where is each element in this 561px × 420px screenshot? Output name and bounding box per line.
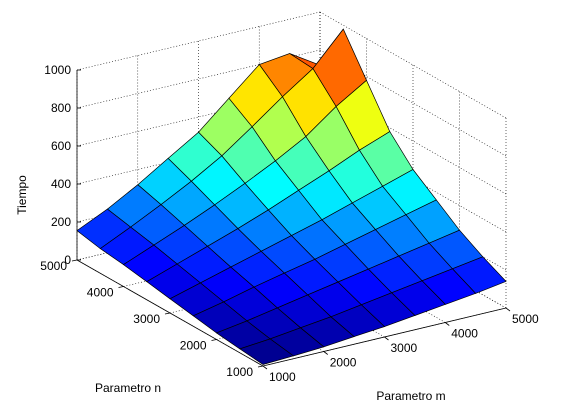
- tick-label: 800: [51, 101, 71, 115]
- tick-label: 0: [64, 253, 71, 267]
- tick-label: 600: [51, 139, 71, 153]
- tick-label: 2000: [180, 339, 207, 353]
- tick-label: 5000: [40, 259, 67, 273]
- surface-mesh: [76, 28, 507, 365]
- tick-label: 3000: [133, 312, 160, 326]
- tick-mark: [323, 351, 328, 355]
- tick-mark: [71, 259, 78, 262]
- tick-label: 4000: [87, 286, 114, 300]
- tick-mark: [384, 336, 389, 341]
- z-axis-label: Tiempo: [15, 175, 29, 215]
- tick-mark: [262, 365, 268, 370]
- tick-label: 4000: [451, 327, 478, 341]
- tick-mark: [257, 365, 264, 368]
- tick-label: 3000: [391, 341, 418, 355]
- tick-label: 1000: [226, 365, 253, 379]
- tick-label: 1000: [44, 63, 71, 77]
- tick-mark: [118, 286, 124, 288]
- tick-label: 2000: [330, 356, 357, 370]
- tick-mark: [445, 322, 450, 326]
- tick-label: 1000: [269, 370, 296, 384]
- tick-labels: 0 200 400 600 800 1000 1000 2000 3000 4000 5000 100…: [40, 63, 539, 384]
- tick-mark: [505, 307, 511, 312]
- x-axis-label: Parametro m: [376, 389, 445, 403]
- tick-label: 5000: [512, 312, 539, 326]
- tick-label: 400: [51, 177, 71, 191]
- surface-patch: [239, 338, 295, 365]
- y-axis-label: Parametro n: [95, 381, 161, 395]
- tick-mark: [211, 339, 217, 341]
- tick-label: 200: [51, 215, 71, 229]
- tick-mark: [164, 312, 171, 315]
